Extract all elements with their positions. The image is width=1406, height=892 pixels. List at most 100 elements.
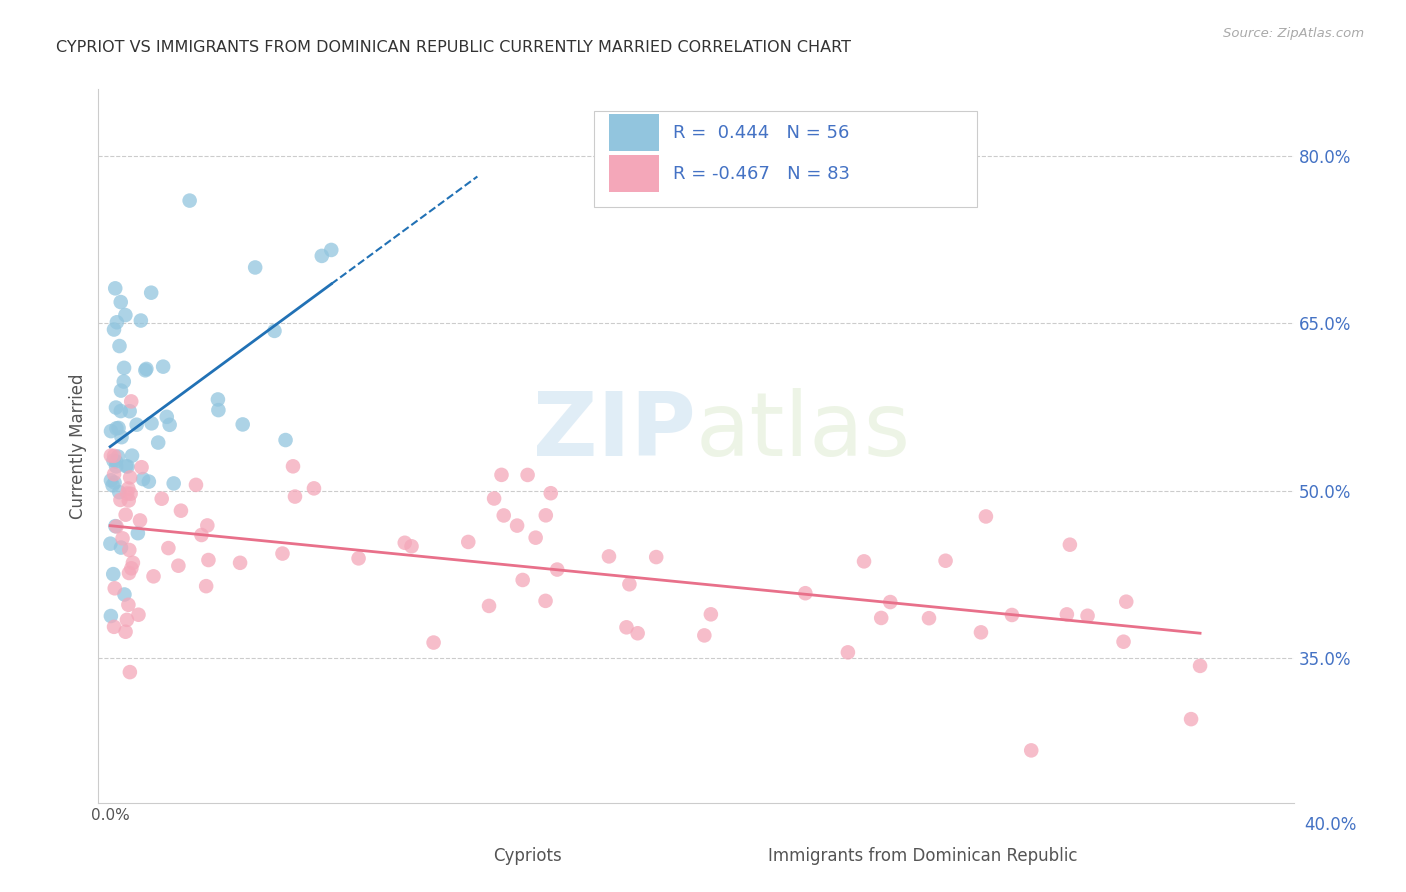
Text: ZIP: ZIP — [533, 388, 696, 475]
Point — [110, 492, 132, 507]
FancyBboxPatch shape — [609, 155, 659, 193]
Point — [190, 528, 212, 542]
Point — [534, 594, 557, 608]
Point — [115, 486, 138, 500]
Point — [281, 459, 304, 474]
Point — [243, 260, 266, 275]
Point — [104, 281, 127, 295]
Point — [918, 611, 941, 625]
Point — [135, 362, 157, 376]
Point — [700, 607, 723, 622]
Point — [120, 487, 142, 501]
Point — [159, 417, 181, 432]
Point — [311, 249, 333, 263]
Point — [284, 490, 307, 504]
Point — [105, 459, 128, 474]
Point — [207, 392, 229, 407]
Point — [457, 535, 479, 549]
Point — [195, 579, 218, 593]
Point — [117, 598, 139, 612]
Point — [104, 519, 127, 533]
FancyBboxPatch shape — [595, 111, 977, 207]
Point — [1056, 607, 1078, 622]
Point — [114, 587, 136, 601]
Point — [115, 613, 138, 627]
Point — [114, 624, 136, 639]
Point — [152, 359, 174, 374]
Point — [103, 567, 125, 582]
Point — [163, 476, 186, 491]
Point — [534, 508, 557, 523]
Point — [105, 315, 128, 329]
Point — [118, 665, 141, 679]
Point — [232, 417, 254, 432]
Point — [524, 531, 547, 545]
Point — [121, 449, 143, 463]
Point — [103, 467, 125, 482]
Point — [110, 295, 132, 310]
Point — [101, 478, 124, 492]
Point — [167, 558, 190, 573]
Text: R =  0.444   N = 56: R = 0.444 N = 56 — [673, 123, 849, 142]
Point — [100, 536, 122, 550]
Point — [207, 403, 229, 417]
Point — [540, 486, 562, 500]
Point — [118, 566, 141, 580]
Point — [103, 322, 125, 336]
Point — [104, 401, 127, 415]
Point — [970, 625, 993, 640]
Point — [122, 556, 145, 570]
Point — [1059, 538, 1081, 552]
Point — [1180, 712, 1202, 726]
Text: atlas: atlas — [696, 388, 911, 475]
Point — [110, 404, 132, 418]
Point — [120, 394, 142, 409]
Point — [104, 454, 127, 468]
Point — [302, 481, 325, 495]
Point — [197, 553, 219, 567]
Point — [105, 519, 128, 533]
Point — [118, 493, 141, 508]
Point — [103, 475, 125, 490]
FancyBboxPatch shape — [444, 842, 484, 872]
Text: Cypriots: Cypriots — [494, 847, 561, 865]
Point — [271, 547, 294, 561]
Point — [125, 417, 148, 432]
Point — [127, 526, 149, 541]
Point — [974, 509, 997, 524]
Point — [546, 563, 568, 577]
Point — [1112, 634, 1135, 648]
Point — [111, 532, 134, 546]
Point — [117, 459, 139, 474]
Point — [103, 620, 125, 634]
Point — [229, 556, 252, 570]
Point — [478, 599, 501, 613]
Point — [110, 430, 132, 444]
Point — [935, 554, 957, 568]
Text: Source: ZipAtlas.com: Source: ZipAtlas.com — [1223, 27, 1364, 40]
Point — [422, 635, 444, 649]
Point — [853, 554, 876, 568]
Point — [170, 504, 193, 518]
Point — [127, 607, 149, 622]
Point — [108, 485, 131, 500]
Point — [138, 475, 160, 489]
Point — [616, 620, 638, 634]
Point — [263, 324, 285, 338]
Point — [870, 611, 893, 625]
Point — [1019, 743, 1042, 757]
Point — [142, 569, 165, 583]
Point — [104, 582, 127, 596]
Point — [120, 470, 142, 484]
Point — [1001, 607, 1024, 622]
Point — [141, 285, 163, 300]
Point — [627, 626, 650, 640]
Point — [118, 404, 141, 418]
Point — [506, 518, 529, 533]
Point — [184, 478, 207, 492]
Point — [837, 645, 859, 659]
Point — [108, 339, 131, 353]
Point — [645, 550, 668, 565]
Point — [129, 513, 152, 527]
Point — [114, 308, 136, 322]
